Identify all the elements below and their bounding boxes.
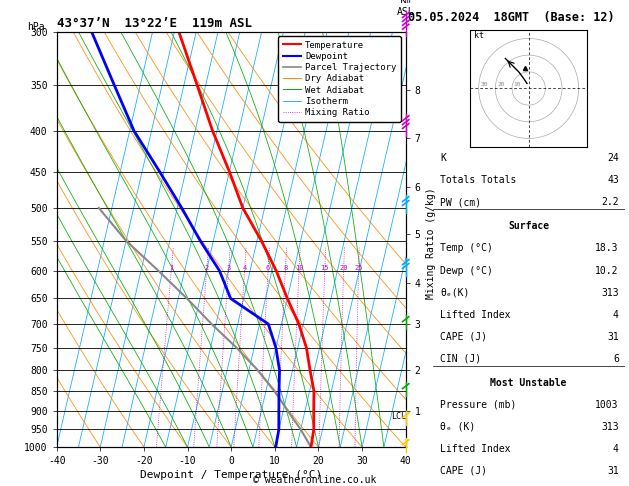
- Text: Lifted Index: Lifted Index: [440, 310, 511, 319]
- Text: Mixing Ratio (g/kg): Mixing Ratio (g/kg): [426, 187, 436, 299]
- Text: Totals Totals: Totals Totals: [440, 175, 517, 185]
- Text: 4: 4: [613, 444, 619, 454]
- Text: 10.2: 10.2: [595, 265, 619, 276]
- Text: 10: 10: [514, 82, 521, 87]
- Text: 43: 43: [607, 175, 619, 185]
- X-axis label: Dewpoint / Temperature (°C): Dewpoint / Temperature (°C): [140, 470, 322, 480]
- Text: 20: 20: [497, 82, 504, 87]
- Text: Temp (°C): Temp (°C): [440, 243, 493, 254]
- Text: θₑ(K): θₑ(K): [440, 288, 470, 297]
- Text: Dewp (°C): Dewp (°C): [440, 265, 493, 276]
- Text: 6: 6: [613, 353, 619, 364]
- Text: PW (cm): PW (cm): [440, 197, 482, 207]
- Text: 30: 30: [481, 82, 488, 87]
- Text: CIN (J): CIN (J): [440, 353, 482, 364]
- Text: 6: 6: [266, 265, 270, 271]
- Text: 15: 15: [321, 265, 329, 271]
- Text: © weatheronline.co.uk: © weatheronline.co.uk: [253, 474, 376, 485]
- Text: 2: 2: [204, 265, 209, 271]
- Text: 05.05.2024  18GMT  (Base: 12): 05.05.2024 18GMT (Base: 12): [408, 11, 614, 24]
- Text: 10: 10: [295, 265, 303, 271]
- Text: kt: kt: [474, 32, 484, 40]
- Text: hPa: hPa: [27, 21, 45, 32]
- Text: CAPE (J): CAPE (J): [440, 466, 487, 476]
- Text: CAPE (J): CAPE (J): [440, 331, 487, 342]
- Text: 4: 4: [613, 310, 619, 319]
- Text: 20: 20: [340, 265, 348, 271]
- Text: Lifted Index: Lifted Index: [440, 444, 511, 454]
- Text: Surface: Surface: [508, 222, 549, 231]
- Legend: Temperature, Dewpoint, Parcel Trajectory, Dry Adiabat, Wet Adiabat, Isotherm, Mi: Temperature, Dewpoint, Parcel Trajectory…: [278, 36, 401, 122]
- Text: θₑ (K): θₑ (K): [440, 422, 476, 432]
- Text: LCL: LCL: [391, 412, 406, 421]
- Text: 43°37’N  13°22’E  119m ASL: 43°37’N 13°22’E 119m ASL: [57, 17, 252, 31]
- Text: 1: 1: [169, 265, 174, 271]
- Text: 4: 4: [242, 265, 247, 271]
- Text: 313: 313: [601, 422, 619, 432]
- Text: Most Unstable: Most Unstable: [491, 378, 567, 388]
- Text: 2.2: 2.2: [601, 197, 619, 207]
- Text: 18.3: 18.3: [595, 243, 619, 254]
- Text: K: K: [440, 153, 447, 163]
- Text: 25: 25: [354, 265, 363, 271]
- Text: 31: 31: [607, 466, 619, 476]
- Text: 3: 3: [226, 265, 231, 271]
- Text: km
ASL: km ASL: [397, 0, 415, 17]
- Text: 24: 24: [607, 153, 619, 163]
- Text: 31: 31: [607, 331, 619, 342]
- Text: 313: 313: [601, 288, 619, 297]
- Text: Pressure (mb): Pressure (mb): [440, 400, 517, 410]
- Text: 1003: 1003: [595, 400, 619, 410]
- Text: 8: 8: [283, 265, 287, 271]
